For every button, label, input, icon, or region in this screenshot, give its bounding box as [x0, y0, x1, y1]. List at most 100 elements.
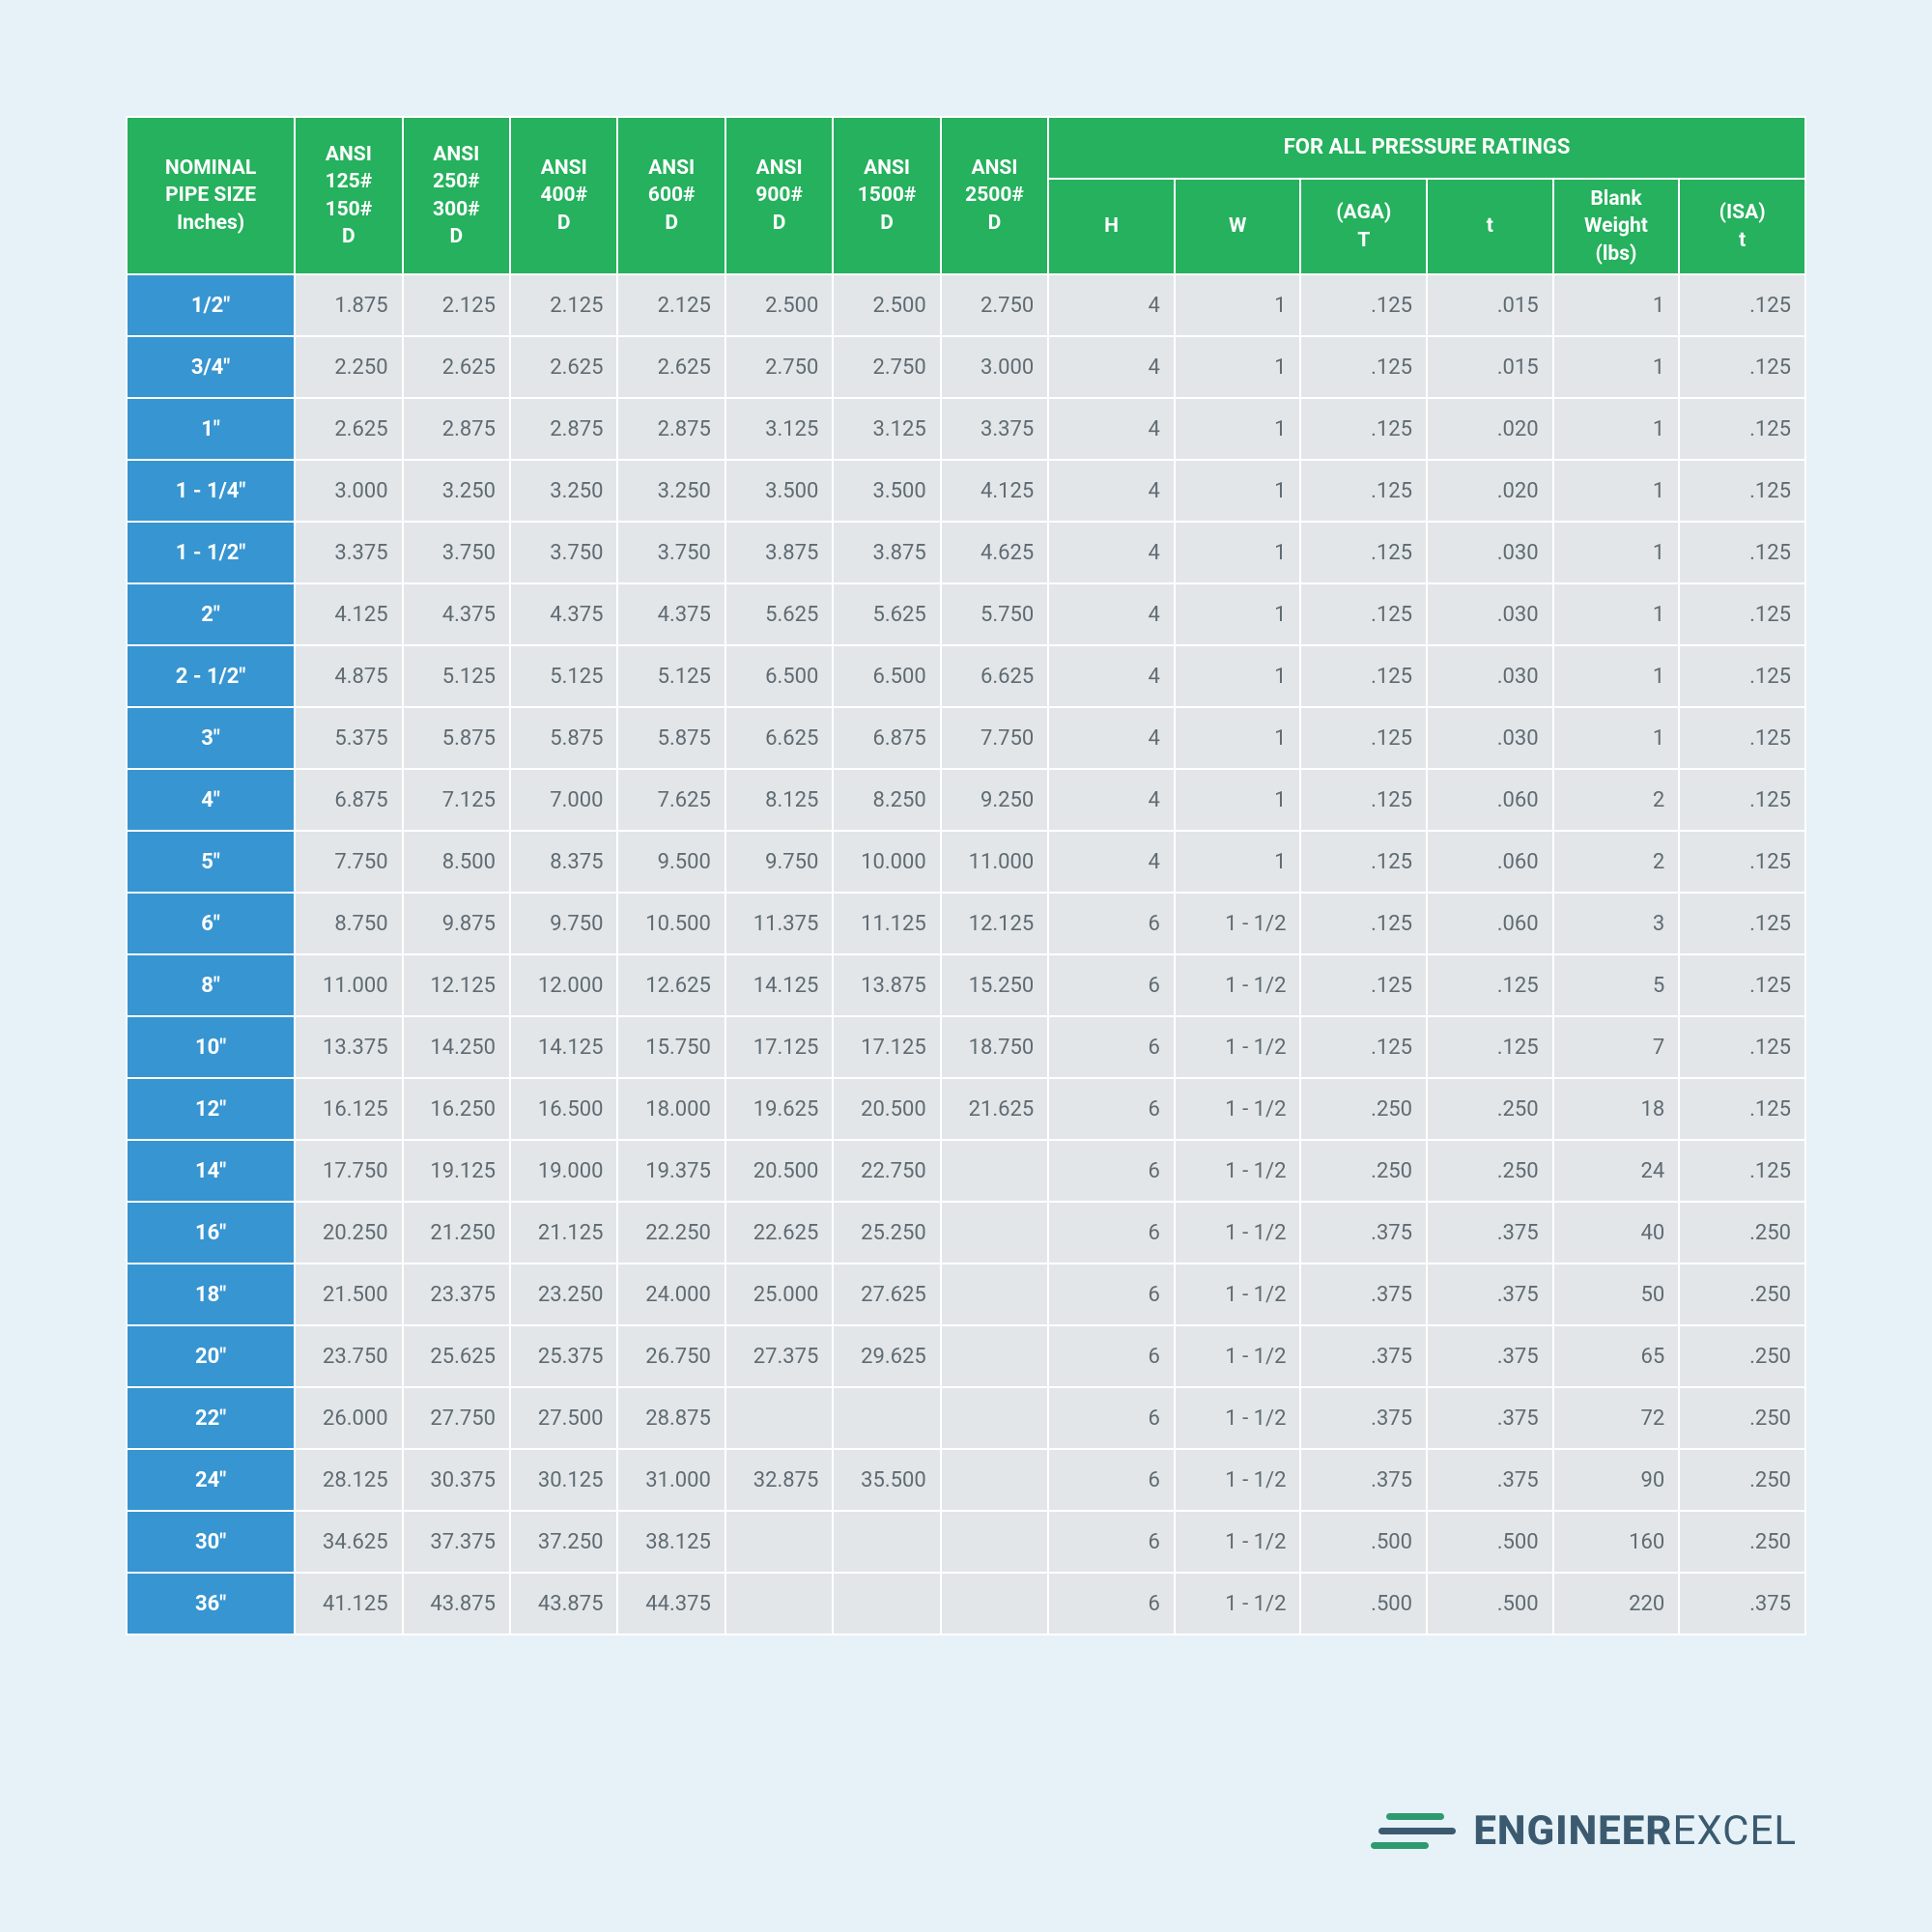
value-cell: .125: [1300, 398, 1427, 460]
value-cell: [941, 1511, 1048, 1573]
value-cell: .375: [1300, 1325, 1427, 1387]
col-ansi-1: ANSI250#300#D: [403, 117, 510, 274]
value-cell: 7.125: [403, 769, 510, 831]
value-cell: .125: [1300, 274, 1427, 336]
value-cell: 2.875: [403, 398, 510, 460]
value-cell: 3.750: [403, 522, 510, 583]
value-cell: 8.375: [510, 831, 617, 893]
value-cell: .375: [1679, 1573, 1805, 1634]
value-cell: 2.625: [617, 336, 724, 398]
col-ansi-6: ANSI2500#D: [941, 117, 1048, 274]
table-row: 3/4"2.2502.6252.6252.6252.7502.7503.0004…: [127, 336, 1805, 398]
value-cell: 2.875: [617, 398, 724, 460]
table-row: 6"8.7509.8759.75010.50011.37511.12512.12…: [127, 893, 1805, 954]
value-cell: [833, 1573, 940, 1634]
value-cell: .015: [1427, 274, 1553, 336]
value-cell: 7: [1553, 1016, 1680, 1078]
table-row: 30"34.62537.37537.25038.12561 - 1/2.500.…: [127, 1511, 1805, 1573]
size-cell: 1 - 1/4": [127, 460, 295, 522]
table-row: 2 - 1/2"4.8755.1255.1255.1256.5006.5006.…: [127, 645, 1805, 707]
size-cell: 6": [127, 893, 295, 954]
value-cell: 23.375: [403, 1264, 510, 1325]
value-cell: 65: [1553, 1325, 1680, 1387]
value-cell: .500: [1427, 1573, 1553, 1634]
value-cell: .375: [1427, 1449, 1553, 1511]
value-cell: 72: [1553, 1387, 1680, 1449]
value-cell: 1: [1553, 460, 1680, 522]
logo-light: EXCEL: [1672, 1807, 1797, 1855]
value-cell: 3.500: [833, 460, 940, 522]
value-cell: 3.250: [617, 460, 724, 522]
value-cell: 6: [1048, 1511, 1175, 1573]
value-cell: .125: [1679, 336, 1805, 398]
value-cell: 3.875: [833, 522, 940, 583]
value-cell: 2.875: [510, 398, 617, 460]
value-cell: 1: [1175, 336, 1301, 398]
table-row: 5"7.7508.5008.3759.5009.75010.00011.0004…: [127, 831, 1805, 893]
value-cell: 27.750: [403, 1387, 510, 1449]
value-cell: 1: [1553, 336, 1680, 398]
table-row: 14"17.75019.12519.00019.37520.50022.7506…: [127, 1140, 1805, 1202]
value-cell: 15.250: [941, 954, 1048, 1016]
value-cell: .250: [1679, 1511, 1805, 1573]
value-cell: 25.375: [510, 1325, 617, 1387]
value-cell: 4: [1048, 831, 1175, 893]
value-cell: 19.625: [725, 1078, 833, 1140]
value-cell: 6.500: [725, 645, 833, 707]
value-cell: 1: [1175, 460, 1301, 522]
value-cell: .250: [1679, 1264, 1805, 1325]
value-cell: .250: [1679, 1449, 1805, 1511]
value-cell: 3.000: [941, 336, 1048, 398]
value-cell: .125: [1679, 1140, 1805, 1202]
value-cell: 15.750: [617, 1016, 724, 1078]
value-cell: 3.500: [725, 460, 833, 522]
value-cell: 11.125: [833, 893, 940, 954]
value-cell: 30.125: [510, 1449, 617, 1511]
value-cell: 7.750: [295, 831, 402, 893]
value-cell: [941, 1264, 1048, 1325]
value-cell: [725, 1573, 833, 1634]
value-cell: .020: [1427, 398, 1553, 460]
col-ansi-0: ANSI125#150#D: [295, 117, 402, 274]
value-cell: 1: [1175, 645, 1301, 707]
size-cell: 1 - 1/2": [127, 522, 295, 583]
value-cell: [941, 1573, 1048, 1634]
value-cell: 19.000: [510, 1140, 617, 1202]
value-cell: 8.125: [725, 769, 833, 831]
table-body: 1/2"1.8752.1252.1252.1252.5002.5002.7504…: [127, 274, 1805, 1634]
value-cell: 13.375: [295, 1016, 402, 1078]
value-cell: 41.125: [295, 1573, 402, 1634]
value-cell: 18.750: [941, 1016, 1048, 1078]
value-cell: 4: [1048, 336, 1175, 398]
col-ansi-3: ANSI600#D: [617, 117, 724, 274]
table-row: 2"4.1254.3754.3754.3755.6255.6255.75041.…: [127, 583, 1805, 645]
value-cell: .375: [1427, 1264, 1553, 1325]
value-cell: 16.500: [510, 1078, 617, 1140]
value-cell: .250: [1679, 1387, 1805, 1449]
value-cell: 5.375: [295, 707, 402, 769]
value-cell: .500: [1427, 1511, 1553, 1573]
size-cell: 3": [127, 707, 295, 769]
value-cell: [941, 1325, 1048, 1387]
value-cell: 14.125: [725, 954, 833, 1016]
value-cell: 35.500: [833, 1449, 940, 1511]
value-cell: 12.125: [403, 954, 510, 1016]
value-cell: 2.750: [941, 274, 1048, 336]
value-cell: 3.750: [617, 522, 724, 583]
value-cell: 2: [1553, 831, 1680, 893]
value-cell: 27.375: [725, 1325, 833, 1387]
table-row: 16"20.25021.25021.12522.25022.62525.2506…: [127, 1202, 1805, 1264]
value-cell: 4: [1048, 398, 1175, 460]
value-cell: 4: [1048, 769, 1175, 831]
value-cell: 1: [1553, 398, 1680, 460]
table-container: NOMINALPIPE SIZEInches) ANSI125#150#D AN…: [0, 0, 1932, 1778]
value-cell: 23.250: [510, 1264, 617, 1325]
value-cell: 1: [1175, 769, 1301, 831]
value-cell: 6: [1048, 1573, 1175, 1634]
value-cell: 4.125: [295, 583, 402, 645]
logo-mark-icon: [1371, 1813, 1456, 1849]
col-section: FOR ALL PRESSURE RATINGS: [1048, 117, 1805, 179]
value-cell: 5.750: [941, 583, 1048, 645]
size-cell: 24": [127, 1449, 295, 1511]
value-cell: 6: [1048, 1387, 1175, 1449]
